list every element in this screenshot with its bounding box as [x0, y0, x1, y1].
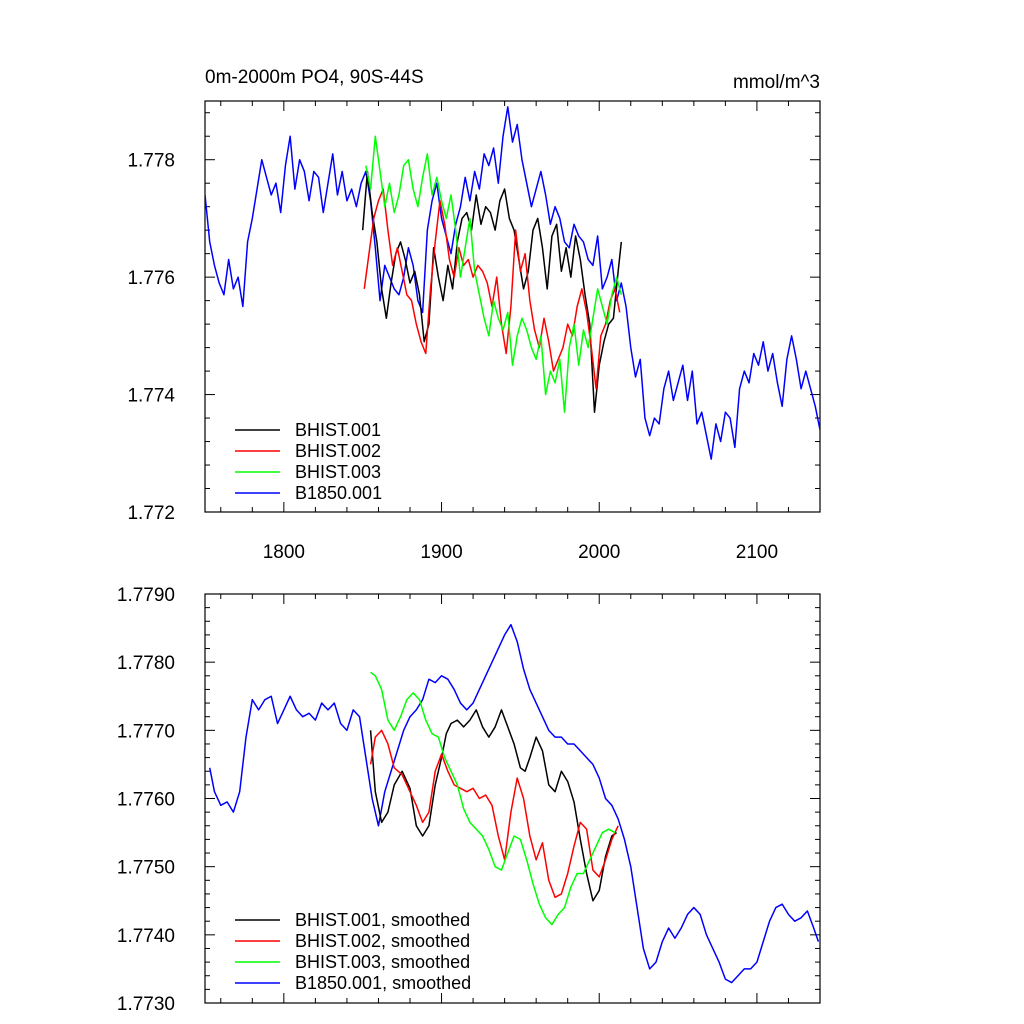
legend-label: BHIST.002: [295, 441, 381, 461]
bottom-chart-panel: 1.7730 1.7740 1.7750 1.7760 1.7770 1.7780 1.77…: [117, 585, 821, 1015]
y-tick-label: 1.772: [127, 503, 175, 524]
y-tick-label: 1.7740: [117, 926, 175, 947]
top-chart-plot-area: [205, 106, 820, 460]
series-line-bhist-003-smoothed: [370, 671, 616, 926]
y-tick-label: 1.776: [127, 268, 175, 289]
legend-label: BHIST.003: [295, 462, 381, 482]
legend-label: B1850.001: [295, 483, 382, 503]
y-tick-label: 1.7730: [117, 994, 175, 1015]
y-tick-label: 1.778: [127, 151, 175, 172]
legend-label: BHIST.001, smoothed: [295, 910, 470, 930]
y-tick-label: 1.7750: [117, 858, 175, 879]
series-line-b1850-001: [205, 106, 820, 460]
series-line-bhist-003: [365, 135, 623, 413]
top-chart-units: mmol/m^3: [733, 72, 820, 93]
legend-label: BHIST.001: [295, 420, 381, 440]
legend-label: BHIST.003, smoothed: [295, 952, 470, 972]
x-tick-label: 2100: [736, 542, 778, 563]
y-tick-label: 1.7790: [117, 585, 175, 606]
series-line-b1850-001-smoothed: [208, 623, 820, 984]
x-tick-label: 2000: [578, 542, 620, 563]
x-tick-label: 1800: [263, 542, 305, 563]
y-tick-label: 1.7780: [117, 653, 175, 674]
series-line-bhist-001: [361, 170, 623, 413]
top-chart-title: 0m-2000m PO4, 90S-44S: [205, 67, 424, 88]
series-line-bhist-001-smoothed: [369, 709, 618, 902]
y-tick-label: 1.774: [127, 386, 175, 407]
bottom-chart-axes: 1.7730 1.7740 1.7750 1.7760 1.7770 1.7780 1.77…: [117, 585, 821, 1015]
series-line-bhist-002: [363, 188, 621, 390]
bottom-chart-plot-area: [208, 623, 820, 984]
top-chart-axes: 1800 1900 2000 2100 1.772 1.774 1.776 1.778: [127, 100, 821, 563]
legend-label: B1850.001, smoothed: [295, 973, 471, 993]
y-tick-label: 1.7760: [117, 790, 175, 811]
series-line-bhist-002-smoothed: [369, 729, 619, 899]
top-plot-frame: [204, 100, 821, 513]
x-tick-label: 1900: [420, 542, 462, 563]
legend-label: BHIST.002, smoothed: [295, 931, 470, 951]
top-chart-panel: 0m-2000m PO4, 90S-44S mmol/m^3 1800 1900 2…: [127, 67, 821, 563]
y-tick-label: 1.7770: [117, 721, 175, 742]
